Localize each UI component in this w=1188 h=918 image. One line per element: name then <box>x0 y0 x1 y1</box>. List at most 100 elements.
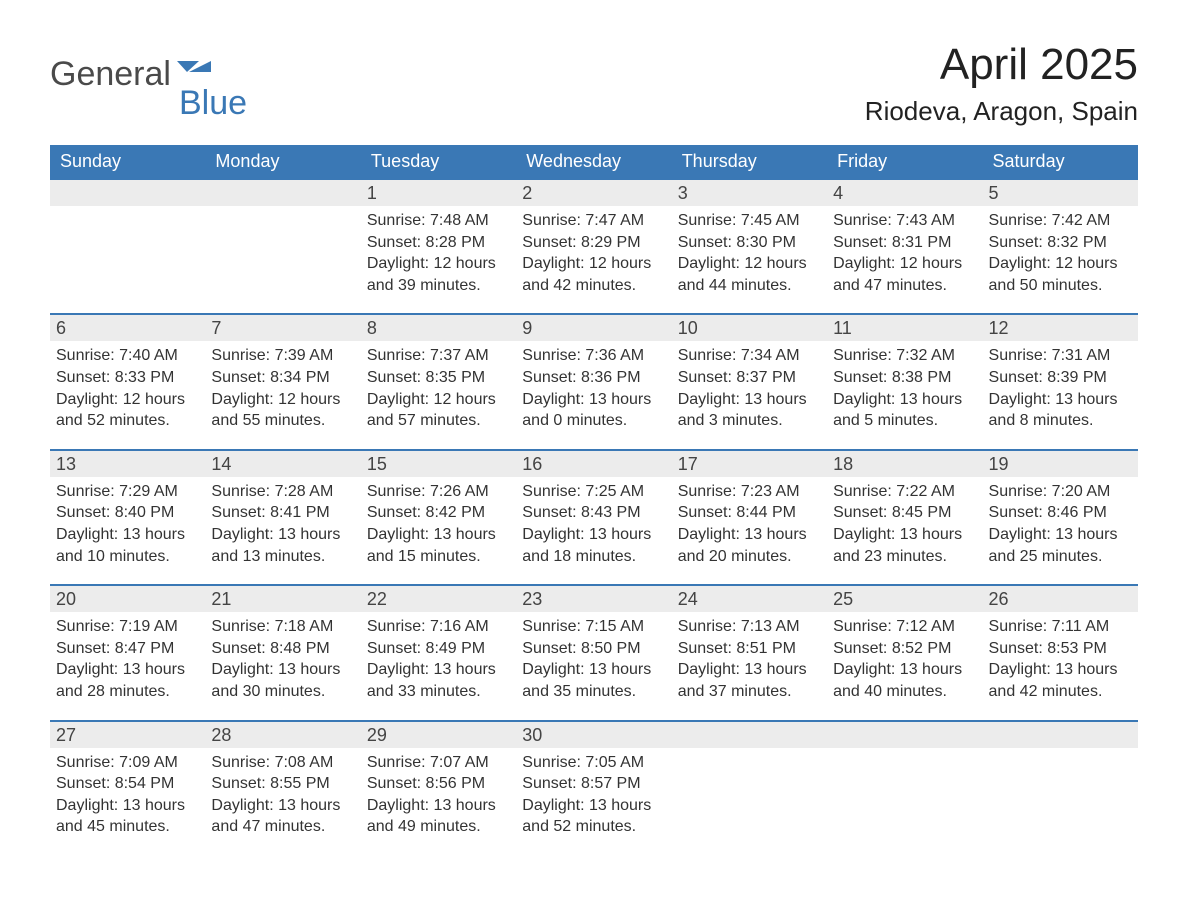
day-body-cell: Sunrise: 7:47 AMSunset: 8:29 PMDaylight:… <box>516 206 671 306</box>
daylight2-text: and 3 minutes. <box>678 410 821 432</box>
sunset-text: Sunset: 8:39 PM <box>989 367 1132 389</box>
daylight1-text: Daylight: 13 hours <box>833 659 976 681</box>
sunrise-text: Sunrise: 7:28 AM <box>211 481 354 503</box>
daylight2-text: and 45 minutes. <box>56 816 199 838</box>
sunrise-text: Sunrise: 7:19 AM <box>56 616 199 638</box>
daylight1-text: Daylight: 13 hours <box>678 524 821 546</box>
sunrise-text: Sunrise: 7:09 AM <box>56 752 199 774</box>
daylight2-text: and 10 minutes. <box>56 546 199 568</box>
daylight1-text: Daylight: 13 hours <box>678 389 821 411</box>
day-number: 28 <box>211 725 231 745</box>
sunrise-text: Sunrise: 7:11 AM <box>989 616 1132 638</box>
day-body-row: Sunrise: 7:48 AMSunset: 8:28 PMDaylight:… <box>50 206 1138 306</box>
daylight2-text: and 40 minutes. <box>833 681 976 703</box>
day-number: 20 <box>56 589 76 609</box>
sunset-text: Sunset: 8:34 PM <box>211 367 354 389</box>
sunset-text: Sunset: 8:28 PM <box>367 232 510 254</box>
day-body-cell: Sunrise: 7:23 AMSunset: 8:44 PMDaylight:… <box>672 477 827 577</box>
day-number: 24 <box>678 589 698 609</box>
day-number-cell: 23 <box>516 585 671 612</box>
weekday-header: Saturday <box>983 145 1138 179</box>
sunset-text: Sunset: 8:54 PM <box>56 773 199 795</box>
day-body-cell: Sunrise: 7:40 AMSunset: 8:33 PMDaylight:… <box>50 341 205 441</box>
day-body-cell: Sunrise: 7:43 AMSunset: 8:31 PMDaylight:… <box>827 206 982 306</box>
sunset-text: Sunset: 8:48 PM <box>211 638 354 660</box>
sunrise-text: Sunrise: 7:26 AM <box>367 481 510 503</box>
day-body-cell <box>205 206 360 306</box>
daylight1-text: Daylight: 13 hours <box>989 659 1132 681</box>
daylight2-text: and 42 minutes. <box>522 275 665 297</box>
daylight1-text: Daylight: 13 hours <box>522 795 665 817</box>
day-body-cell: Sunrise: 7:05 AMSunset: 8:57 PMDaylight:… <box>516 748 671 848</box>
day-number-cell: 12 <box>983 314 1138 341</box>
day-number-cell <box>983 721 1138 748</box>
sunrise-text: Sunrise: 7:22 AM <box>833 481 976 503</box>
sunrise-text: Sunrise: 7:40 AM <box>56 345 199 367</box>
daylight1-text: Daylight: 13 hours <box>833 389 976 411</box>
day-number: 14 <box>211 454 231 474</box>
day-body-row: Sunrise: 7:40 AMSunset: 8:33 PMDaylight:… <box>50 341 1138 441</box>
day-number: 15 <box>367 454 387 474</box>
day-number-cell: 13 <box>50 450 205 477</box>
day-number: 16 <box>522 454 542 474</box>
week-separator <box>50 306 1138 314</box>
sunset-text: Sunset: 8:57 PM <box>522 773 665 795</box>
weekday-header: Friday <box>827 145 982 179</box>
day-number-cell: 29 <box>361 721 516 748</box>
daylight2-text: and 42 minutes. <box>989 681 1132 703</box>
day-body-cell: Sunrise: 7:08 AMSunset: 8:55 PMDaylight:… <box>205 748 360 848</box>
day-body-cell: Sunrise: 7:12 AMSunset: 8:52 PMDaylight:… <box>827 612 982 712</box>
day-number: 26 <box>989 589 1009 609</box>
day-number-cell: 3 <box>672 179 827 206</box>
day-number-cell: 17 <box>672 450 827 477</box>
day-number-row: 27282930 <box>50 721 1138 748</box>
day-body-cell: Sunrise: 7:15 AMSunset: 8:50 PMDaylight:… <box>516 612 671 712</box>
sunset-text: Sunset: 8:44 PM <box>678 502 821 524</box>
sunset-text: Sunset: 8:42 PM <box>367 502 510 524</box>
daylight1-text: Daylight: 13 hours <box>989 524 1132 546</box>
day-number-cell: 16 <box>516 450 671 477</box>
daylight2-text: and 13 minutes. <box>211 546 354 568</box>
daylight2-text: and 55 minutes. <box>211 410 354 432</box>
day-number-cell: 4 <box>827 179 982 206</box>
day-number: 5 <box>989 183 999 203</box>
sunset-text: Sunset: 8:36 PM <box>522 367 665 389</box>
daylight1-text: Daylight: 12 hours <box>989 253 1132 275</box>
day-number: 23 <box>522 589 542 609</box>
day-body-cell: Sunrise: 7:28 AMSunset: 8:41 PMDaylight:… <box>205 477 360 577</box>
day-number-cell <box>827 721 982 748</box>
month-title: April 2025 <box>865 40 1138 90</box>
logo: General Blue <box>50 40 247 109</box>
sunrise-text: Sunrise: 7:43 AM <box>833 210 976 232</box>
sunrise-text: Sunrise: 7:13 AM <box>678 616 821 638</box>
day-body-cell: Sunrise: 7:13 AMSunset: 8:51 PMDaylight:… <box>672 612 827 712</box>
weekday-header: Wednesday <box>516 145 671 179</box>
weekday-header-row: Sunday Monday Tuesday Wednesday Thursday… <box>50 145 1138 179</box>
day-number: 22 <box>367 589 387 609</box>
location: Riodeva, Aragon, Spain <box>865 96 1138 127</box>
day-number: 19 <box>989 454 1009 474</box>
day-number: 10 <box>678 318 698 338</box>
day-body-cell <box>50 206 205 306</box>
sunrise-text: Sunrise: 7:32 AM <box>833 345 976 367</box>
day-number-cell: 11 <box>827 314 982 341</box>
daylight1-text: Daylight: 12 hours <box>211 389 354 411</box>
daylight1-text: Daylight: 12 hours <box>522 253 665 275</box>
day-number: 1 <box>367 183 377 203</box>
day-number: 12 <box>989 318 1009 338</box>
daylight2-text: and 25 minutes. <box>989 546 1132 568</box>
sunset-text: Sunset: 8:53 PM <box>989 638 1132 660</box>
day-body-cell: Sunrise: 7:09 AMSunset: 8:54 PMDaylight:… <box>50 748 205 848</box>
daylight2-text: and 23 minutes. <box>833 546 976 568</box>
sunrise-text: Sunrise: 7:18 AM <box>211 616 354 638</box>
daylight1-text: Daylight: 13 hours <box>367 524 510 546</box>
day-body-cell <box>827 748 982 848</box>
day-number-cell: 5 <box>983 179 1138 206</box>
day-body-cell: Sunrise: 7:11 AMSunset: 8:53 PMDaylight:… <box>983 612 1138 712</box>
daylight1-text: Daylight: 12 hours <box>833 253 976 275</box>
daylight2-text: and 18 minutes. <box>522 546 665 568</box>
day-body-cell: Sunrise: 7:16 AMSunset: 8:49 PMDaylight:… <box>361 612 516 712</box>
day-body-cell: Sunrise: 7:32 AMSunset: 8:38 PMDaylight:… <box>827 341 982 441</box>
sunrise-text: Sunrise: 7:42 AM <box>989 210 1132 232</box>
sunrise-text: Sunrise: 7:25 AM <box>522 481 665 503</box>
